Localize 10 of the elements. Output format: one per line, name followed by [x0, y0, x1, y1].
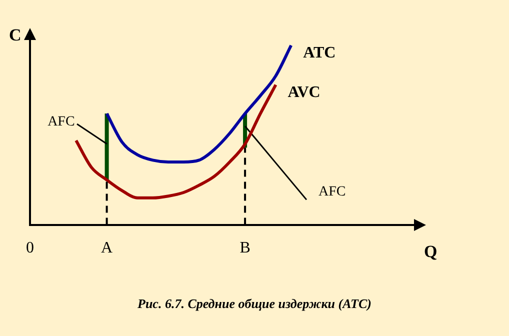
annotation: AFC — [48, 114, 75, 130]
x-tick-label: B — [240, 240, 250, 257]
x-tick-label: 0 — [26, 240, 34, 257]
series-label: AVC — [288, 84, 320, 101]
x-axis-title: Q — [424, 242, 438, 262]
series-label: AFC — [318, 184, 346, 200]
x-tick-label: A — [101, 240, 114, 257]
y-axis-title: C — [9, 25, 22, 44]
text: Рис. 6.7. Средние общие издержки (ATC) — [136, 296, 372, 312]
series-label: ATC — [303, 44, 336, 62]
